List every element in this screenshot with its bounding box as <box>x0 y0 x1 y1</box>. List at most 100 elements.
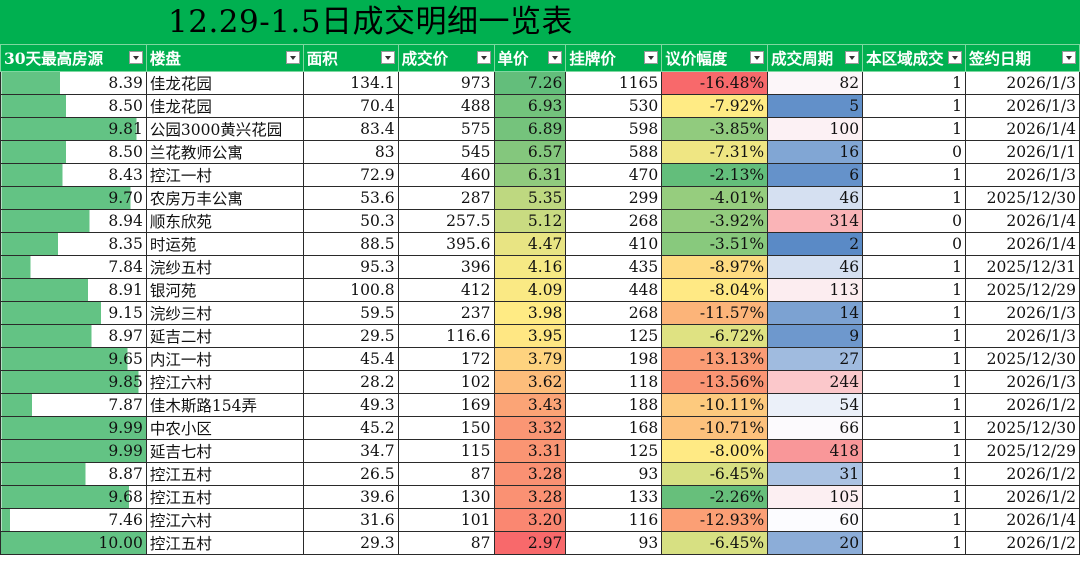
cell-deal-price[interactable]: 973 <box>397 71 495 95</box>
cell-deal-price[interactable]: 412 <box>397 278 495 302</box>
cell-area[interactable]: 83.4 <box>302 117 399 141</box>
cell-sign-date[interactable]: 2025/12/29 <box>965 439 1080 463</box>
cell-deal-cycle[interactable]: 27 <box>767 347 864 371</box>
cell-district-deals[interactable]: 1 <box>862 347 966 371</box>
cell-district-deals[interactable]: 0 <box>862 140 966 164</box>
cell-max-price-30d[interactable]: 8.35 <box>0 232 147 256</box>
cell-estate[interactable]: 延吉七村 <box>145 439 304 463</box>
cell-deal-cycle[interactable]: 20 <box>767 531 864 555</box>
cell-district-deals[interactable]: 1 <box>862 163 966 187</box>
header-area[interactable]: 面积 <box>302 44 399 72</box>
cell-unit-price[interactable]: 2.97 <box>493 531 567 555</box>
cell-unit-price[interactable]: 3.98 <box>493 301 567 325</box>
cell-list-price[interactable]: 133 <box>565 485 663 509</box>
cell-area[interactable]: 31.6 <box>302 508 399 532</box>
cell-district-deals[interactable]: 0 <box>862 232 966 256</box>
cell-deal-price[interactable]: 545 <box>397 140 495 164</box>
cell-deal-cycle[interactable]: 60 <box>767 508 864 532</box>
chevron-down-icon[interactable] <box>285 51 300 64</box>
header-sign-date[interactable]: 签约日期 <box>965 44 1080 72</box>
cell-max-price-30d[interactable]: 7.84 <box>0 255 147 279</box>
cell-estate[interactable]: 公园3000黄兴花园 <box>145 117 304 141</box>
cell-max-price-30d[interactable]: 9.85 <box>0 370 147 394</box>
cell-deal-price[interactable]: 257.5 <box>397 209 495 233</box>
cell-district-deals[interactable]: 1 <box>862 393 966 417</box>
cell-max-price-30d[interactable]: 8.43 <box>0 163 147 187</box>
cell-deal-cycle[interactable]: 418 <box>767 439 864 463</box>
cell-estate[interactable]: 银河苑 <box>145 278 304 302</box>
cell-discount[interactable]: -8.97% <box>661 255 769 279</box>
cell-area[interactable]: 29.5 <box>302 324 399 348</box>
cell-sign-date[interactable]: 2026/1/4 <box>965 117 1080 141</box>
cell-deal-price[interactable]: 87 <box>397 462 495 486</box>
cell-deal-price[interactable]: 102 <box>397 370 495 394</box>
header-deal-cycle[interactable]: 成交周期 <box>767 44 864 72</box>
chevron-down-icon[interactable] <box>548 51 563 64</box>
cell-unit-price[interactable]: 3.20 <box>493 508 567 532</box>
cell-deal-price[interactable]: 169 <box>397 393 495 417</box>
cell-area[interactable]: 134.1 <box>302 71 399 95</box>
cell-deal-cycle[interactable]: 16 <box>767 140 864 164</box>
cell-deal-cycle[interactable]: 105 <box>767 485 864 509</box>
cell-unit-price[interactable]: 3.79 <box>493 347 567 371</box>
chevron-down-icon[interactable] <box>380 51 395 64</box>
cell-discount[interactable]: -7.31% <box>661 140 769 164</box>
chevron-down-icon[interactable] <box>128 51 143 64</box>
cell-deal-price[interactable]: 150 <box>397 416 495 440</box>
cell-district-deals[interactable]: 1 <box>862 186 966 210</box>
cell-unit-price[interactable]: 3.62 <box>493 370 567 394</box>
cell-discount[interactable]: -13.13% <box>661 347 769 371</box>
cell-discount[interactable]: -3.85% <box>661 117 769 141</box>
cell-max-price-30d[interactable]: 9.81 <box>0 117 147 141</box>
cell-sign-date[interactable]: 2025/12/30 <box>965 186 1080 210</box>
cell-max-price-30d[interactable]: 9.99 <box>0 439 147 463</box>
cell-list-price[interactable]: 299 <box>565 186 663 210</box>
cell-discount[interactable]: -7.92% <box>661 94 769 118</box>
cell-area[interactable]: 70.4 <box>302 94 399 118</box>
cell-estate[interactable]: 农房万丰公寓 <box>145 186 304 210</box>
cell-district-deals[interactable]: 1 <box>862 462 966 486</box>
cell-list-price[interactable]: 93 <box>565 531 663 555</box>
cell-max-price-30d[interactable]: 8.39 <box>0 71 147 95</box>
cell-max-price-30d[interactable]: 9.68 <box>0 485 147 509</box>
cell-area[interactable]: 88.5 <box>302 232 399 256</box>
cell-estate[interactable]: 控江五村 <box>145 531 304 555</box>
cell-unit-price[interactable]: 3.28 <box>493 462 567 486</box>
cell-estate[interactable]: 延吉二村 <box>145 324 304 348</box>
cell-estate[interactable]: 浣纱三村 <box>145 301 304 325</box>
cell-sign-date[interactable]: 2026/1/4 <box>965 209 1080 233</box>
cell-unit-price[interactable]: 3.95 <box>493 324 567 348</box>
cell-deal-cycle[interactable]: 113 <box>767 278 864 302</box>
cell-sign-date[interactable]: 2026/1/2 <box>965 393 1080 417</box>
cell-estate[interactable]: 佳龙花园 <box>145 71 304 95</box>
cell-estate[interactable]: 控江六村 <box>145 370 304 394</box>
cell-discount[interactable]: -2.26% <box>661 485 769 509</box>
cell-deal-cycle[interactable]: 9 <box>767 324 864 348</box>
cell-list-price[interactable]: 1165 <box>565 71 663 95</box>
cell-deal-cycle[interactable]: 66 <box>767 416 864 440</box>
cell-area[interactable]: 59.5 <box>302 301 399 325</box>
cell-list-price[interactable]: 188 <box>565 393 663 417</box>
cell-district-deals[interactable]: 1 <box>862 508 966 532</box>
cell-max-price-30d[interactable]: 8.87 <box>0 462 147 486</box>
cell-deal-cycle[interactable]: 5 <box>767 94 864 118</box>
cell-max-price-30d[interactable]: 9.99 <box>0 416 147 440</box>
cell-unit-price[interactable]: 6.93 <box>493 94 567 118</box>
cell-district-deals[interactable]: 1 <box>862 255 966 279</box>
chevron-down-icon[interactable] <box>1062 51 1076 64</box>
cell-estate[interactable]: 控江六村 <box>145 508 304 532</box>
header-district-deals[interactable]: 本区域成交 <box>862 44 966 72</box>
cell-deal-price[interactable]: 237 <box>397 301 495 325</box>
cell-unit-price[interactable]: 3.28 <box>493 485 567 509</box>
cell-list-price[interactable]: 125 <box>565 439 663 463</box>
cell-area[interactable]: 72.9 <box>302 163 399 187</box>
cell-max-price-30d[interactable]: 9.15 <box>0 301 147 325</box>
cell-list-price[interactable]: 588 <box>565 140 663 164</box>
cell-area[interactable]: 34.7 <box>302 439 399 463</box>
cell-deal-price[interactable]: 101 <box>397 508 495 532</box>
cell-sign-date[interactable]: 2025/12/31 <box>965 255 1080 279</box>
cell-discount[interactable]: -8.04% <box>661 278 769 302</box>
chevron-down-icon[interactable] <box>845 51 860 64</box>
cell-sign-date[interactable]: 2026/1/3 <box>965 71 1080 95</box>
cell-area[interactable]: 49.3 <box>302 393 399 417</box>
